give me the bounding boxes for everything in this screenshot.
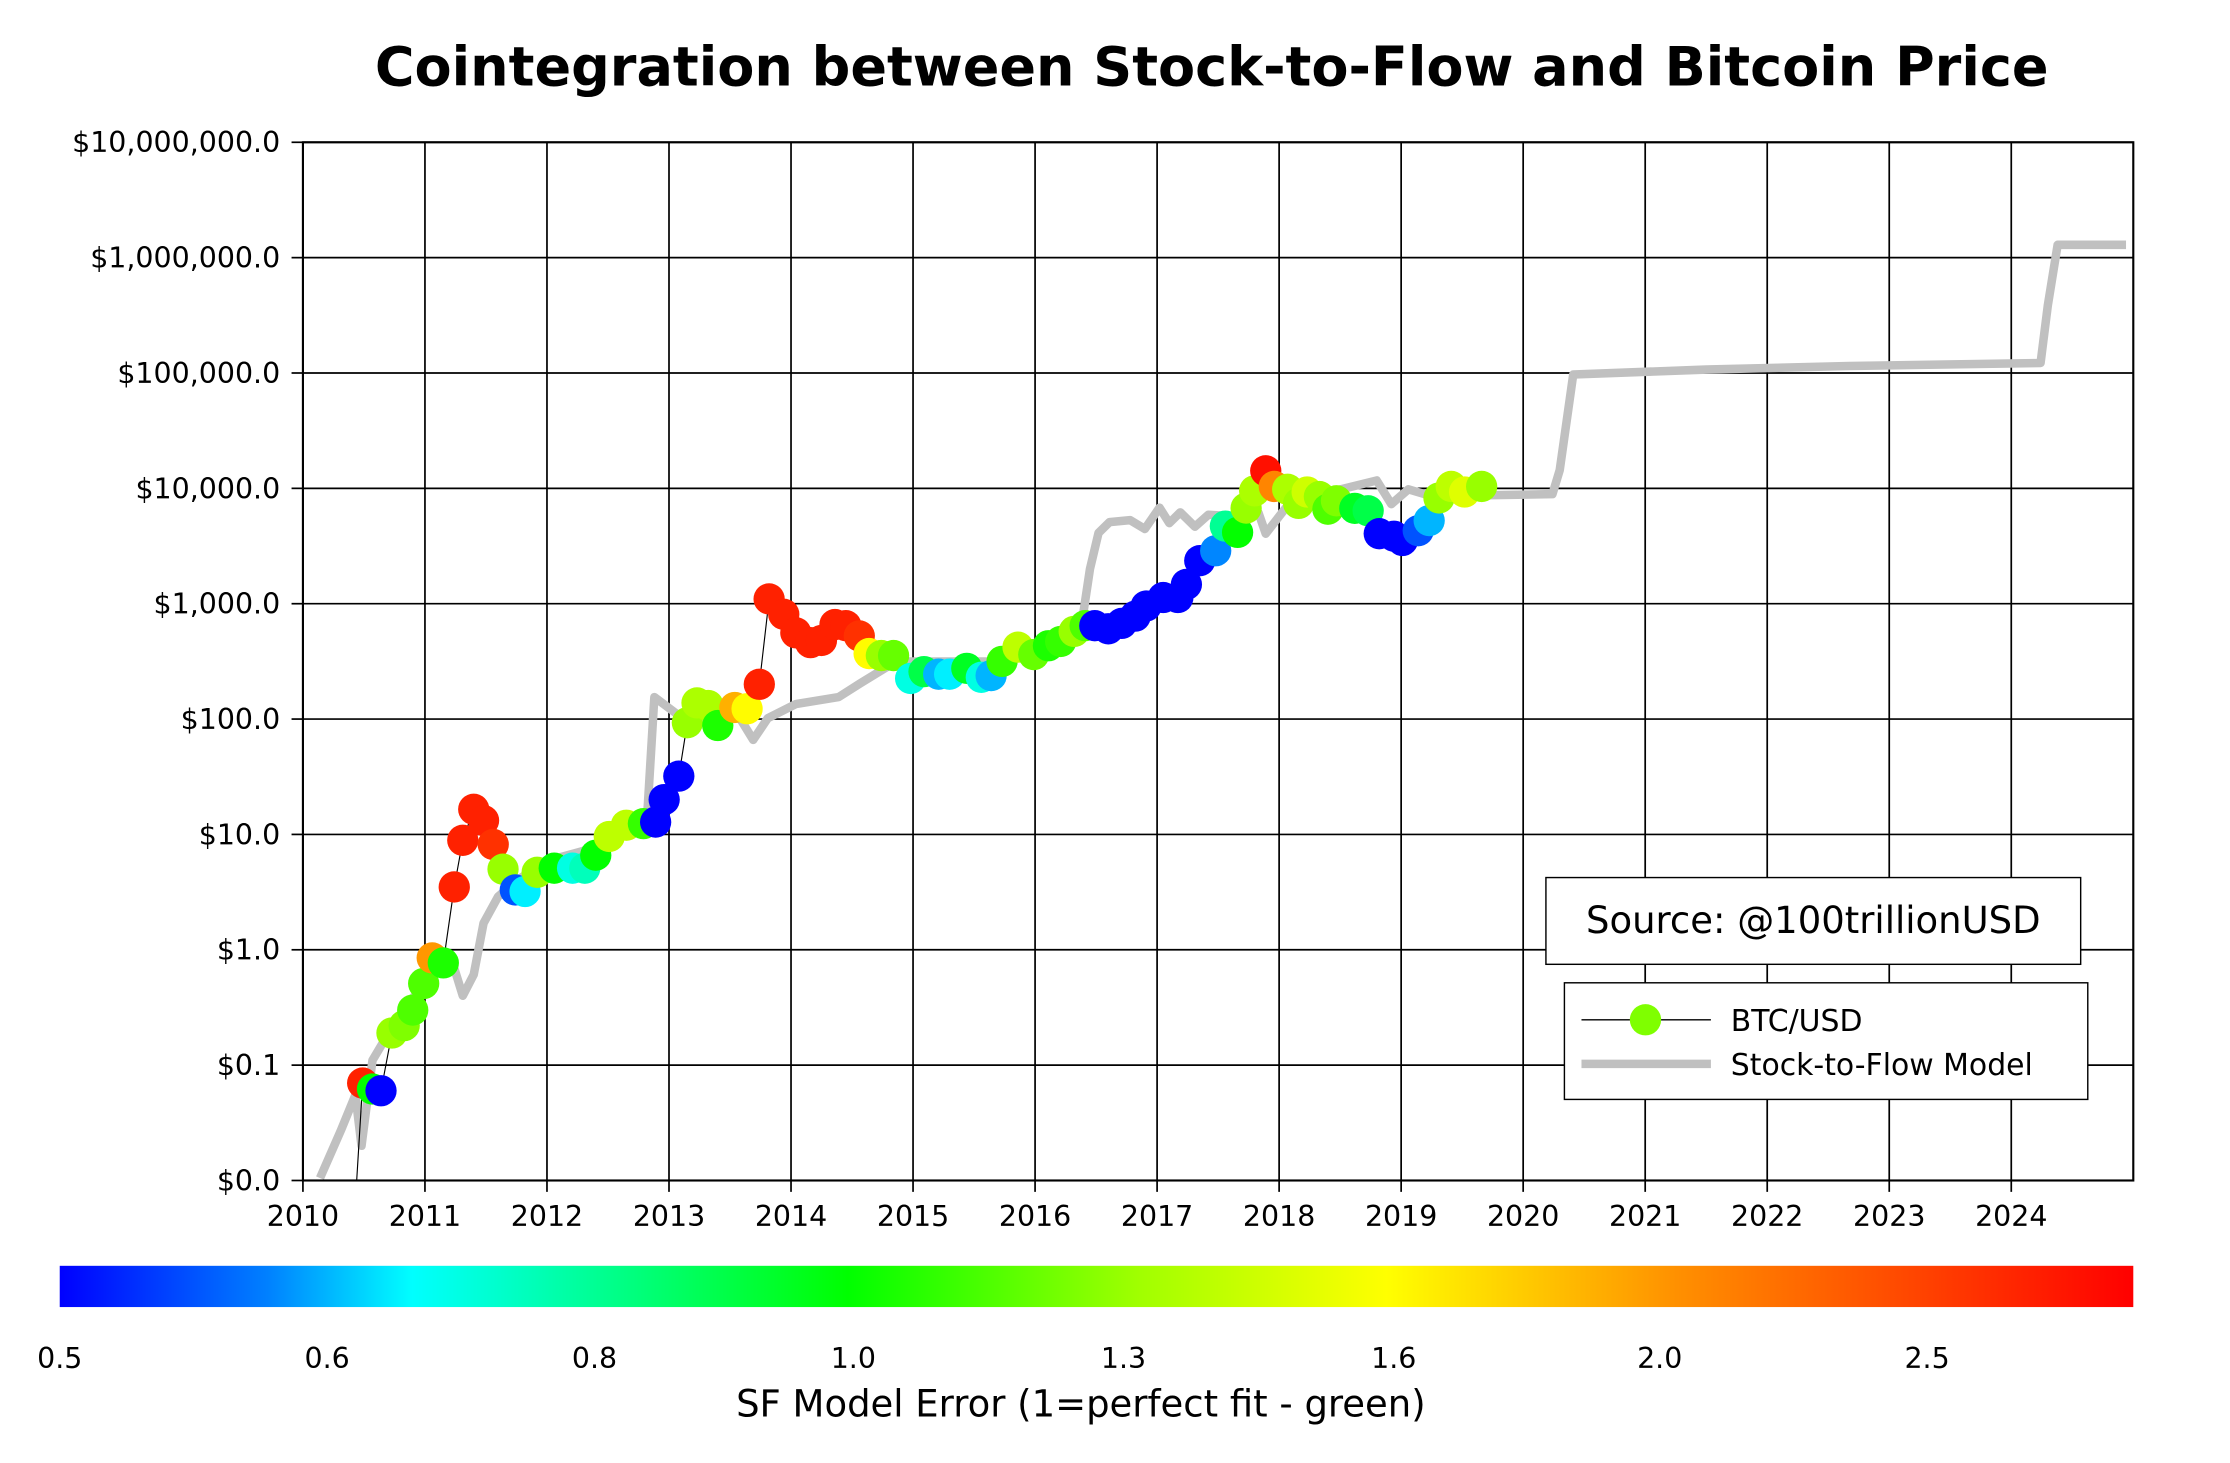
colorbar-gradient	[59, 1265, 2134, 1308]
x-tick-label: 2014	[755, 1200, 827, 1233]
x-tick-label: 2013	[633, 1200, 705, 1233]
y-tick-label: $100,000.0	[117, 357, 280, 390]
legend-btc-marker	[1629, 1004, 1662, 1036]
y-tick-label: $10.0	[199, 818, 280, 851]
colorbar-label: SF Model Error (1=perfect fit - green)	[736, 1383, 1426, 1426]
btc-data-point	[408, 967, 440, 1000]
x-tick-label: 2016	[999, 1200, 1071, 1233]
y-axis: $0.0 $0.1 $1.0 $10.0 $100.0 $1,000.0 $10,000.0…	[72, 126, 303, 1197]
btc-data-point	[467, 804, 500, 837]
btc-data-point	[1221, 516, 1254, 549]
x-axis: 2010 2011 2012 2013 2014 2015 2016 2017 2018 2019…	[267, 1180, 2047, 1233]
y-tick-label: $0.0	[217, 1164, 280, 1197]
y-tick-label: $1,000,000.0	[90, 242, 280, 275]
btc-price-line	[356, 469, 1482, 1181]
x-tick-label: 2012	[511, 1200, 583, 1233]
x-tick-label: 2010	[267, 1200, 339, 1233]
x-tick-label: 2023	[1853, 1200, 1925, 1233]
x-tick-label: 2011	[389, 1200, 461, 1233]
btc-data-point	[447, 824, 479, 856]
legend-btc-label: BTC/USD	[1731, 1004, 1863, 1039]
btc-data-point	[427, 947, 459, 979]
btc-data-point	[477, 828, 509, 861]
colorbar-tick-label: 0.8	[572, 1342, 617, 1375]
btc-data-point	[365, 1075, 397, 1107]
colorbar-tick-label: 2.0	[1637, 1342, 1682, 1375]
x-tick-label: 2024	[1975, 1200, 2047, 1233]
chart-title: Cointegration between Stock-to-Flow and …	[375, 35, 2049, 98]
btc-data-point	[648, 783, 680, 816]
y-tick-label: $10,000,000.0	[72, 126, 280, 159]
btc-data-point	[743, 668, 775, 700]
x-tick-label: 2015	[877, 1200, 949, 1233]
btc-data-point	[731, 693, 763, 725]
colorbar-ticks: 0.5 0.6 0.8 1.0 1.3 1.6 2.0 2.5	[37, 1342, 1950, 1375]
y-tick-label: $100.0	[181, 703, 281, 736]
source-annotation: Source: @100trillionUSD	[1545, 876, 2082, 966]
source-text: Source: @100trillionUSD	[1586, 899, 2041, 942]
colorbar-tick-label: 0.6	[304, 1342, 349, 1375]
colorbar-tick-label: 0.5	[37, 1342, 82, 1375]
btc-data-point	[877, 639, 910, 672]
btc-data-point	[438, 871, 470, 903]
colorbar-tick-label: 1.6	[1371, 1342, 1416, 1375]
legend-s2f-label: Stock-to-Flow Model	[1731, 1048, 2033, 1083]
y-tick-label: $0.1	[217, 1049, 280, 1082]
x-tick-label: 2017	[1121, 1200, 1193, 1233]
x-tick-label: 2019	[1365, 1200, 1437, 1233]
colorbar-tick-label: 1.0	[831, 1342, 876, 1375]
legend: BTC/USD Stock-to-Flow Model	[1563, 982, 2089, 1101]
x-tick-label: 2021	[1609, 1200, 1681, 1233]
btc-data-point	[397, 994, 429, 1026]
x-tick-label: 2022	[1731, 1200, 1803, 1233]
btc-series	[347, 455, 1498, 1181]
plot-frame	[301, 141, 2135, 1182]
colorbar-tick-label: 1.3	[1101, 1342, 1146, 1375]
btc-data-point	[1170, 568, 1203, 601]
btc-data-point	[1465, 470, 1498, 503]
y-tick-label: $1,000.0	[154, 588, 281, 621]
x-tick-label: 2018	[1243, 1200, 1315, 1233]
y-tick-label: $10,000.0	[135, 472, 280, 505]
btc-data-point	[663, 760, 695, 792]
colorbar: 0.5 0.6 0.8 1.0 1.3 1.6 2.0 2.5 SF Model Error …	[37, 1265, 2134, 1426]
x-tick-label: 2020	[1487, 1200, 1559, 1233]
btc-data-point	[1200, 535, 1232, 567]
y-tick-label: $1.0	[217, 934, 280, 967]
colorbar-tick-label: 2.5	[1904, 1342, 1949, 1375]
